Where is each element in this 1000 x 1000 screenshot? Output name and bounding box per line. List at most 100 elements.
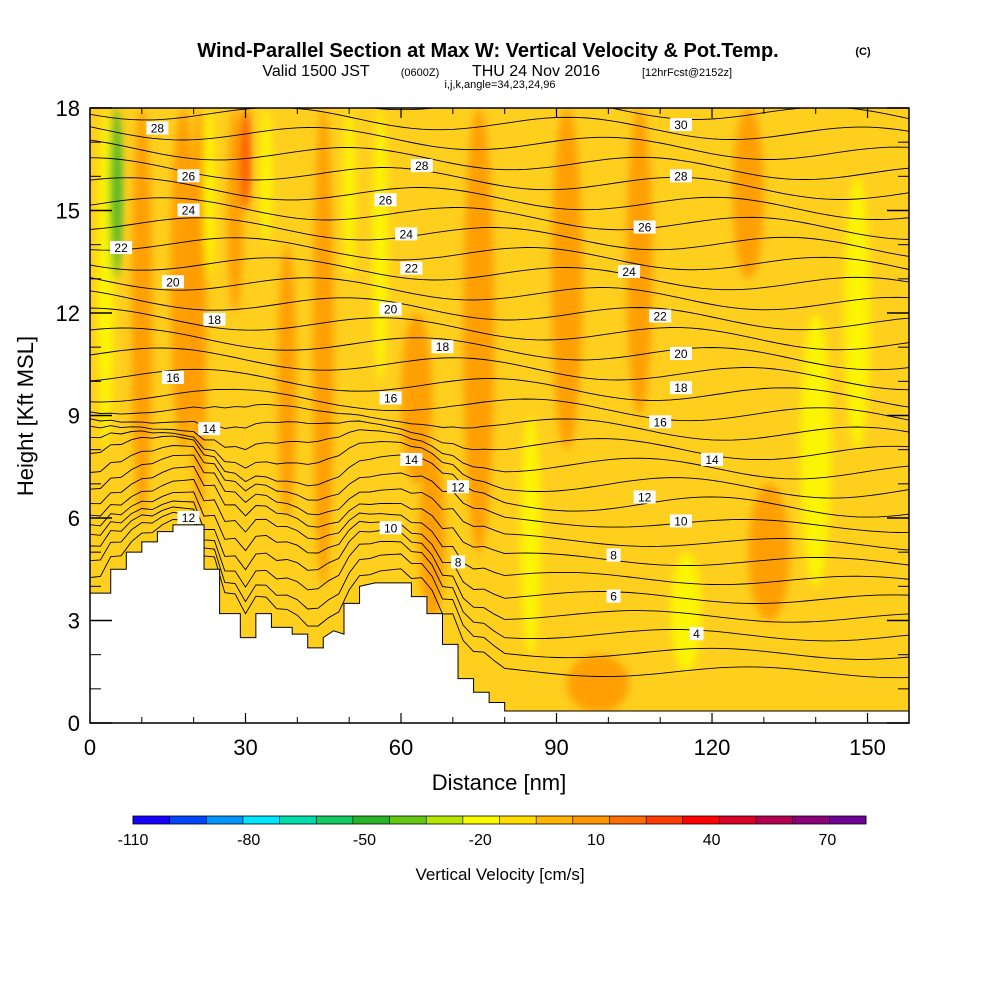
contour-label-text: 4 [693, 627, 700, 641]
velocity-region [551, 108, 583, 450]
x-tick-label: 120 [694, 735, 731, 760]
contour-label: 24 [618, 265, 641, 279]
velocity-region [260, 108, 273, 245]
theta-contour [90, 430, 909, 499]
colorbar-swatch [169, 816, 207, 824]
contour-label: 22 [110, 241, 133, 255]
contour-label-text: 20 [674, 347, 688, 361]
x-tick-label: 150 [849, 735, 886, 760]
colorbar-swatch [536, 816, 574, 824]
contour-label: 12 [177, 511, 200, 525]
theta-contour [90, 511, 909, 660]
contour-label: 30 [669, 118, 692, 132]
contour-label: 4 [689, 627, 704, 641]
contour-label-text: 12 [182, 511, 196, 525]
velocity-region [626, 108, 653, 416]
contour-label-text: 16 [166, 371, 180, 385]
contour-label: 24 [177, 203, 200, 218]
contour-label: 8 [606, 548, 621, 563]
contour-label-text: 6 [610, 590, 617, 604]
colorbar-swatch [352, 816, 390, 824]
chart-title: Wind-Parallel Section at Max W: Vertical… [197, 40, 778, 62]
velocity-region [732, 108, 764, 279]
theta-contour [90, 126, 909, 160]
contour-label: 28 [669, 169, 692, 183]
velocity-region [520, 415, 541, 655]
colorbar-tick-label: 70 [819, 832, 837, 849]
contour-label-text: 26 [182, 169, 196, 183]
velocity-region [342, 108, 356, 279]
colorbar-swatch [756, 816, 793, 824]
contour-label: 12 [447, 480, 470, 494]
contour-label: 16 [161, 370, 184, 385]
colorbar-swatch [279, 816, 317, 824]
y-tick-label: 6 [68, 506, 80, 531]
velocity-region [748, 483, 790, 621]
contour-label: 14 [400, 452, 423, 467]
x-axis-label: Distance [nm] [432, 770, 567, 795]
theta-contour [90, 454, 909, 551]
theta-contour [90, 139, 909, 180]
contour-label-text: 12 [451, 480, 465, 494]
theta-contour [90, 177, 909, 220]
contour-label-text: 24 [182, 204, 196, 218]
theta-contour [90, 237, 909, 271]
subtitle-valid: Valid 1500 JST [262, 63, 370, 80]
contour-label: 18 [669, 381, 692, 395]
theta-contour [90, 418, 909, 461]
colorbar-swatch [609, 816, 647, 824]
contour-label-text: 28 [151, 122, 165, 136]
x-tick-label: 0 [84, 735, 96, 760]
theta-contour [90, 445, 909, 534]
contour-label: 16 [649, 415, 672, 429]
colorbar-swatch [682, 816, 720, 824]
theta-contour [90, 388, 909, 422]
theta-contour [90, 217, 909, 257]
contour-label: 26 [374, 193, 397, 207]
contour-label-text: 26 [638, 221, 652, 235]
theta-contour [368, 108, 909, 120]
contour-label: 14 [198, 422, 221, 436]
contour-label-text: 22 [405, 262, 419, 276]
plot-area: 28 26 24 22 20 18 16 14 12 28 26 24 22 20 18 16 14 12 10 8 3… [90, 108, 909, 723]
axes: 0 30 60 90 120 150 0 3 6 9 12 15 18 [56, 96, 909, 760]
contour-label: 22 [649, 309, 672, 323]
contour-label: 28 [146, 121, 169, 136]
contour-label-text: 20 [166, 275, 180, 289]
contour-label: 20 [161, 275, 184, 289]
colorbar-swatch [133, 816, 170, 824]
copyright-mark: (C) [855, 46, 871, 58]
colorbar-tick-label: -110 [118, 832, 149, 849]
contour-label: 18 [431, 340, 454, 354]
colorbar-swatch [829, 816, 867, 824]
colorbar-swatch [499, 816, 537, 824]
contour-label-text: 24 [400, 227, 414, 241]
colorbar-tick-label: -50 [353, 832, 376, 849]
x-tick-label: 90 [544, 735, 568, 760]
grid-indices: i,j,k,angle=34,23,24,96 [444, 79, 555, 91]
theta-contour [90, 290, 909, 331]
velocity-region [463, 108, 495, 553]
theta-contour [90, 157, 909, 200]
colorbar-swatch [316, 816, 354, 824]
colorbar-swatch [572, 816, 610, 824]
velocity-region [109, 108, 123, 279]
velocity-region [203, 108, 215, 279]
theta-contour [90, 519, 909, 679]
contour-label-text: 16 [654, 415, 668, 429]
contour-label: 14 [701, 452, 724, 467]
colorbar-tick-label: -80 [237, 832, 260, 849]
velocity-region [670, 552, 702, 672]
contour-label: 28 [410, 159, 433, 173]
contour-label-text: 14 [405, 453, 419, 467]
contour-label: 20 [669, 347, 692, 361]
contour-label-text: 26 [379, 193, 393, 207]
subtitle-date: THU 24 Nov 2016 [472, 63, 600, 80]
contour-label: 26 [177, 169, 200, 183]
contour-label-text: 14 [203, 422, 217, 436]
contour-label-text: 18 [674, 381, 688, 395]
contour-label: 16 [379, 391, 402, 405]
velocity-region [277, 244, 297, 518]
y-tick-label: 0 [68, 711, 80, 736]
contour-label-text: 8 [610, 549, 617, 563]
